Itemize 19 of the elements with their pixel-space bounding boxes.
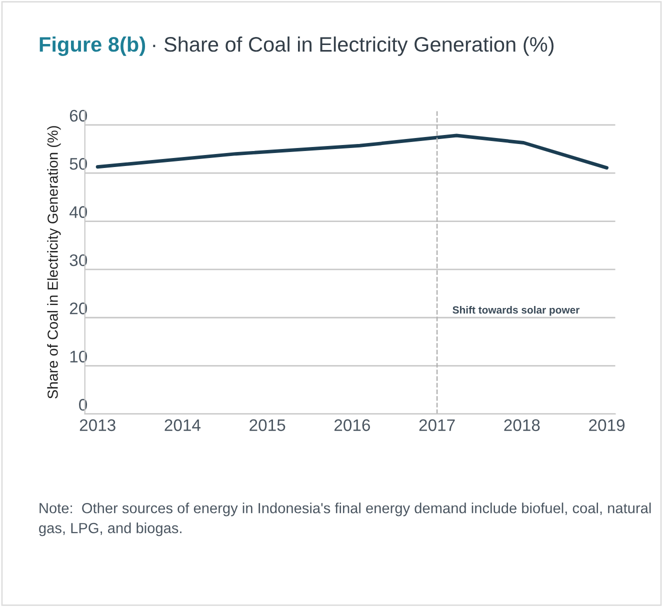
x-tick-label: 2014 bbox=[164, 419, 201, 432]
y-tick-label: 10 bbox=[70, 350, 87, 363]
x-tick-label: 2019 bbox=[589, 419, 625, 432]
y-tick-label: 20 bbox=[70, 302, 87, 314]
y-axis-title: Share of Coal in Electricity Generation (%) bbox=[47, 126, 61, 399]
y-tick-label: 60 bbox=[70, 110, 87, 122]
text: Note: Other sources of energy in Indonesia's final energy demand include biofuel, coal, natural gas, LPG, and biogas. bbox=[39, 502, 651, 536]
y-tick-label: 40 bbox=[69, 206, 87, 218]
y-tick-label: 50 bbox=[70, 158, 87, 170]
y-tick-label: 0 bbox=[79, 398, 87, 411]
x-tick-label: 2013 bbox=[80, 419, 116, 432]
chart-subtitle: · Share of Coal in Electricity Generation (%) bbox=[153, 36, 554, 56]
x-tick-label: 2017 bbox=[419, 419, 455, 432]
chart-title: Figure 8(b) bbox=[40, 36, 146, 56]
x-tick-label: 2016 bbox=[334, 419, 370, 432]
ref-line-label: Shift towards solar power bbox=[452, 306, 580, 316]
y-tick-label: 30 bbox=[70, 254, 87, 266]
x-tick-label: 2015 bbox=[250, 419, 286, 432]
x-tick-label: 2018 bbox=[504, 419, 540, 432]
